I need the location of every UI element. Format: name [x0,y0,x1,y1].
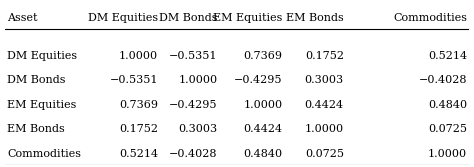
Text: Commodities: Commodities [393,13,467,23]
Text: DM Equities: DM Equities [7,51,77,61]
Text: 1.0000: 1.0000 [305,124,344,134]
Text: 0.1752: 0.1752 [305,51,344,61]
Text: Commodities: Commodities [7,149,81,159]
Text: EM Bonds: EM Bonds [286,13,344,23]
Text: 0.4424: 0.4424 [305,100,344,110]
Text: 1.0000: 1.0000 [119,51,158,61]
Text: EM Bonds: EM Bonds [7,124,65,134]
Text: EM Equities: EM Equities [7,100,76,110]
Text: DM Bonds: DM Bonds [159,13,218,23]
Text: 0.7369: 0.7369 [119,100,158,110]
Text: DM Equities: DM Equities [88,13,158,23]
Text: 0.7369: 0.7369 [244,51,283,61]
Text: Asset: Asset [7,13,37,23]
Text: DM Bonds: DM Bonds [7,75,65,85]
Text: 0.5214: 0.5214 [428,51,467,61]
Text: −0.4028: −0.4028 [169,149,218,159]
Text: 0.0725: 0.0725 [305,149,344,159]
Text: 1.0000: 1.0000 [243,100,283,110]
Text: −0.5351: −0.5351 [109,75,158,85]
Text: −0.4295: −0.4295 [234,75,283,85]
Text: 0.3003: 0.3003 [178,124,218,134]
Text: EM Equities: EM Equities [213,13,283,23]
Text: 0.3003: 0.3003 [305,75,344,85]
Text: 1.0000: 1.0000 [178,75,218,85]
Text: 0.1752: 0.1752 [119,124,158,134]
Text: −0.4295: −0.4295 [169,100,218,110]
Text: −0.5351: −0.5351 [169,51,218,61]
Text: 0.4424: 0.4424 [243,124,283,134]
Text: 0.0725: 0.0725 [428,124,467,134]
Text: −0.4028: −0.4028 [419,75,467,85]
Text: 0.4840: 0.4840 [428,100,467,110]
Text: 0.4840: 0.4840 [243,149,283,159]
Text: 0.5214: 0.5214 [119,149,158,159]
Text: 1.0000: 1.0000 [428,149,467,159]
